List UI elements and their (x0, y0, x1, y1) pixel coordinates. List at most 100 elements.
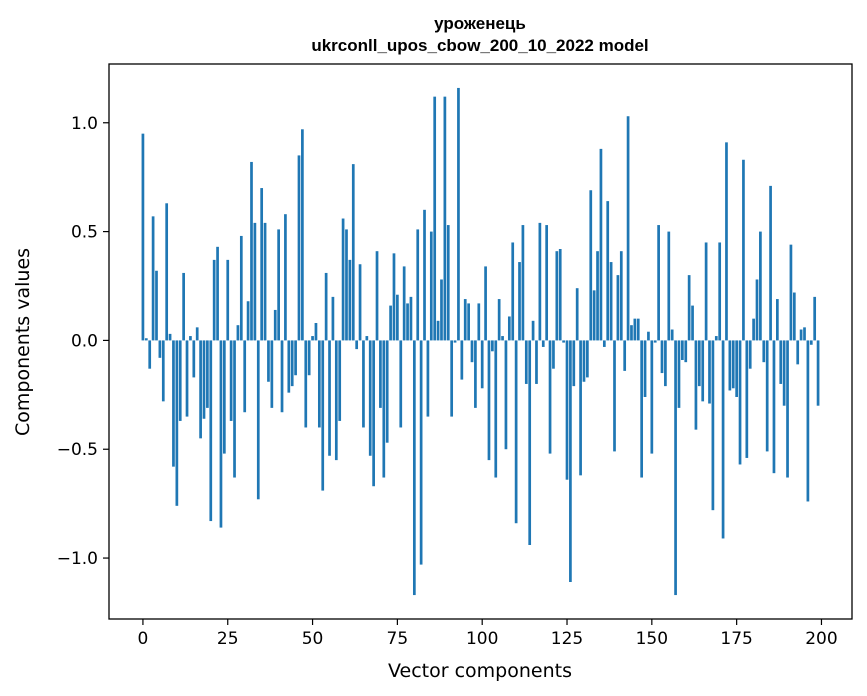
bar-component-187 (776, 299, 779, 341)
bar-component-132 (589, 190, 593, 341)
bar-component-106 (501, 336, 504, 341)
x-tick-label: 175 (720, 629, 752, 649)
bar-component-48 (304, 340, 308, 428)
bar-component-96 (467, 303, 470, 341)
bar-component-29 (239, 235, 243, 341)
bar-component-190 (786, 340, 789, 478)
bar-component-17 (199, 340, 202, 439)
bar-component-20 (209, 340, 213, 522)
bar-component-126 (569, 340, 572, 582)
bar-component-41 (280, 340, 284, 413)
bar-component-63 (355, 340, 359, 350)
x-tick-label: 125 (551, 629, 583, 649)
bar-component-22 (216, 246, 219, 341)
bar-component-27 (233, 340, 236, 478)
bar-component-143 (626, 116, 630, 341)
bar-component-139 (613, 340, 616, 452)
bar-component-195 (803, 327, 806, 341)
bar-component-182 (759, 231, 762, 341)
bar-component-171 (721, 340, 725, 539)
bar-component-37 (267, 340, 270, 382)
bar-component-39 (273, 309, 277, 341)
bar-component-67 (368, 340, 372, 456)
x-axis-label: Vector components (388, 660, 572, 682)
bar-component-120 (548, 340, 552, 454)
bar-component-138 (609, 262, 613, 341)
bar-component-189 (782, 340, 786, 406)
bar-component-101 (484, 266, 487, 341)
bar-component-173 (728, 340, 732, 391)
bar-component-98 (474, 340, 477, 408)
bar-component-199 (816, 340, 820, 406)
chart-title-line-2: ukrconll_upos_cbow_200_10_2022 model (311, 36, 648, 55)
bar-component-64 (358, 264, 362, 341)
bar-component-118 (541, 340, 545, 347)
bar-component-23 (219, 340, 223, 528)
bar-component-52 (317, 340, 321, 428)
bar-component-164 (697, 340, 701, 387)
bar-component-103 (491, 340, 494, 352)
bar-component-191 (789, 244, 793, 341)
bar-component-10 (175, 340, 179, 506)
bar-component-25 (226, 259, 230, 341)
plot-area-frame (108, 63, 853, 620)
bar-component-60 (345, 229, 348, 341)
bar-component-54 (324, 272, 328, 341)
bar-component-194 (799, 329, 803, 341)
bar-component-99 (477, 303, 481, 341)
bar-component-115 (531, 320, 535, 341)
x-tick-label: 100 (466, 629, 498, 649)
bar-component-159 (681, 340, 684, 360)
bar-component-47 (301, 129, 304, 341)
bar-component-137 (606, 201, 610, 341)
bar-component-0 (141, 133, 145, 341)
bar-component-78 (406, 303, 409, 341)
bar-component-121 (552, 340, 555, 369)
bar-component-19 (206, 340, 209, 408)
bar-component-43 (287, 340, 291, 393)
bar-component-178 (745, 340, 749, 458)
bar-component-36 (263, 222, 267, 341)
bar-component-79 (409, 296, 413, 341)
bar-component-45 (294, 340, 297, 376)
bar-component-11 (178, 340, 182, 421)
bar-component-123 (558, 249, 562, 341)
bar-component-88 (440, 279, 443, 341)
bar-component-75 (396, 294, 399, 341)
bar-component-196 (806, 340, 810, 502)
bar-component-91 (450, 340, 454, 417)
bar-component-165 (701, 340, 705, 402)
bar-component-116 (535, 340, 538, 384)
bar-component-13 (185, 340, 189, 417)
bar-component-81 (416, 229, 420, 341)
bar-component-122 (555, 251, 559, 341)
bar-component-82 (419, 340, 423, 565)
bar-component-35 (260, 188, 264, 341)
bar-component-109 (511, 242, 515, 341)
bar-component-130 (582, 340, 586, 382)
bar-component-90 (446, 225, 450, 341)
bar-component-151 (653, 340, 657, 343)
bar-component-72 (385, 340, 389, 443)
bar-component-175 (735, 340, 738, 397)
chart-title-line-1: уроженець (434, 14, 526, 33)
bar-component-114 (528, 340, 532, 545)
bar-component-179 (748, 340, 752, 369)
bar-component-111 (518, 262, 521, 341)
bar-component-89 (443, 96, 447, 341)
bar-component-124 (562, 340, 565, 343)
x-tick-label: 75 (387, 629, 409, 649)
bar-component-73 (389, 305, 392, 341)
bar-component-70 (379, 340, 382, 408)
bar-component-33 (253, 222, 257, 341)
bar-component-140 (616, 275, 620, 341)
bar-component-156 (670, 329, 674, 341)
bar-component-86 (433, 96, 437, 341)
bar-component-166 (704, 242, 708, 341)
bar-component-50 (311, 336, 314, 341)
bar-component-34 (256, 340, 260, 500)
bar-component-66 (365, 336, 369, 341)
bar-component-181 (755, 279, 759, 341)
bar-component-142 (623, 340, 627, 371)
bar-component-168 (711, 340, 715, 511)
